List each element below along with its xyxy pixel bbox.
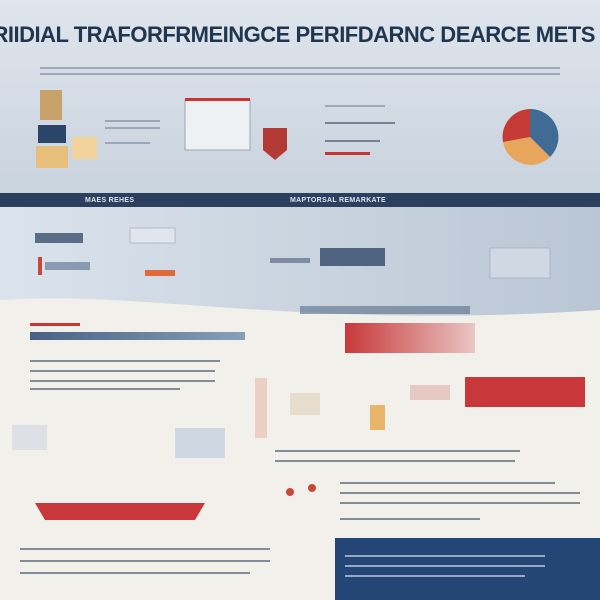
panel <box>410 385 450 400</box>
text-line <box>275 460 515 462</box>
block <box>38 125 66 143</box>
banner <box>345 323 475 353</box>
block <box>72 137 97 159</box>
text-line <box>345 565 545 567</box>
text-line <box>105 142 150 144</box>
bar <box>270 258 310 263</box>
text-line <box>340 502 580 504</box>
text-line <box>40 67 560 69</box>
top-background <box>0 0 600 195</box>
panel <box>129 227 176 244</box>
pie-slice <box>503 137 550 165</box>
shield-icon <box>263 128 287 160</box>
text-line <box>340 492 580 494</box>
text-line <box>105 127 160 129</box>
section-band <box>0 193 600 207</box>
text-line <box>345 575 525 577</box>
section-label: MAES REHES <box>85 197 134 204</box>
panel <box>290 393 320 415</box>
text-line <box>325 140 380 142</box>
text-line <box>105 120 160 122</box>
text-line <box>325 105 385 107</box>
image-box <box>12 425 47 450</box>
panel <box>320 248 385 266</box>
footer-panel <box>335 538 600 600</box>
text-line <box>20 572 250 574</box>
text-line <box>345 555 545 557</box>
bar <box>38 257 42 275</box>
bar <box>370 405 385 430</box>
bar <box>35 233 83 243</box>
text-line <box>325 152 370 155</box>
block <box>36 146 68 168</box>
bar <box>145 270 175 276</box>
pie-slice <box>530 108 559 157</box>
panel <box>489 247 551 279</box>
text-line <box>300 306 470 314</box>
panel <box>184 99 251 151</box>
page-title: AN TRIIDIAL TRAFORFRMEINGCE PERIFDARNC D… <box>0 22 600 47</box>
text-line <box>340 518 480 520</box>
bar <box>45 262 90 270</box>
figure-icon <box>308 484 316 492</box>
text-line <box>30 370 215 372</box>
text-line <box>30 380 215 382</box>
panel-bar <box>185 98 250 101</box>
figure-icon <box>286 488 294 496</box>
pie-icon <box>502 108 559 165</box>
text-line <box>275 450 520 452</box>
text-line <box>30 323 80 326</box>
block <box>40 90 62 120</box>
banner <box>465 377 585 407</box>
bar <box>30 332 245 340</box>
text-line <box>20 560 270 562</box>
text-line <box>40 73 560 75</box>
pie-slice <box>502 109 530 142</box>
text-line <box>30 388 180 390</box>
section-label: MAPTORSAL REMARKATE <box>290 197 386 204</box>
column <box>255 378 267 438</box>
text-line <box>325 122 395 124</box>
image-box <box>175 428 225 458</box>
lower-background <box>0 298 600 600</box>
text-line <box>340 482 555 484</box>
text-line <box>30 360 220 362</box>
text-line <box>20 548 270 550</box>
banner <box>35 503 205 520</box>
